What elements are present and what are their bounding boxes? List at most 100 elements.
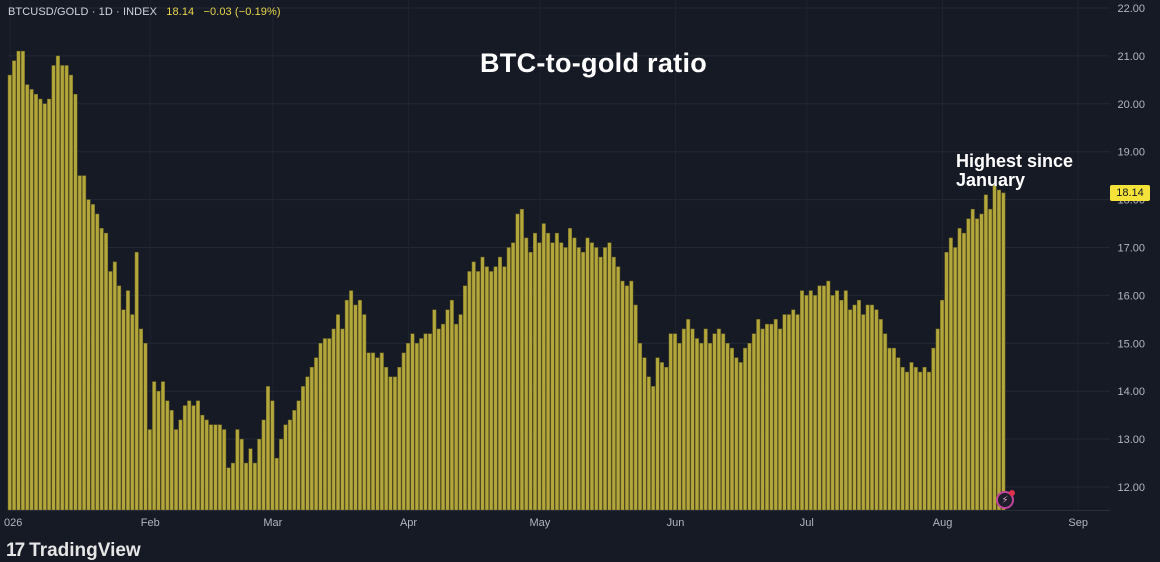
chart-bar bbox=[856, 299, 861, 511]
tradingview-logo-icon[interactable]: 17 TradingView bbox=[6, 540, 141, 562]
chart-bar bbox=[970, 208, 975, 511]
chart-bar bbox=[445, 309, 450, 511]
chart-bar bbox=[239, 438, 244, 511]
x-tick-label: 026 bbox=[4, 517, 22, 529]
x-tick-label: Feb bbox=[141, 517, 160, 529]
chart-bar bbox=[423, 333, 428, 511]
chart-bar bbox=[257, 438, 262, 511]
chart-bar bbox=[156, 390, 161, 511]
chart-bar bbox=[782, 314, 787, 511]
chart-bar bbox=[344, 299, 349, 511]
chart-bar bbox=[462, 285, 467, 511]
chart-bar bbox=[51, 65, 56, 511]
chart-bar bbox=[957, 228, 962, 511]
chart-bar bbox=[716, 328, 721, 511]
chart-bar bbox=[878, 319, 883, 511]
chart-bar bbox=[375, 357, 380, 511]
lightning-icon[interactable]: ⚡ bbox=[996, 490, 1015, 509]
chart-bar bbox=[905, 371, 910, 511]
chart-annotation: Highest since January bbox=[956, 152, 1086, 190]
chart-bar bbox=[756, 319, 761, 511]
chart-bar bbox=[887, 347, 892, 511]
chart-bar bbox=[883, 333, 888, 511]
logo-mark: 17 bbox=[6, 540, 25, 561]
chart-bar bbox=[55, 55, 60, 511]
chart-bar bbox=[681, 328, 686, 511]
chart-bar bbox=[616, 266, 621, 511]
chart-bar bbox=[244, 462, 249, 511]
y-tick-label: 19.00 bbox=[1117, 147, 1145, 159]
chart-bar bbox=[371, 352, 376, 511]
chart-bar bbox=[988, 208, 993, 511]
chart-bar bbox=[835, 290, 840, 511]
chart-bar bbox=[769, 323, 774, 511]
chart-bar bbox=[694, 338, 699, 511]
chart-bar bbox=[331, 328, 336, 511]
chart-bar bbox=[638, 343, 643, 511]
chart-bar bbox=[314, 357, 319, 511]
x-tick-label: Sep bbox=[1068, 517, 1088, 529]
chart-area: 22.0021.0020.0019.0018.0017.0016.0015.00… bbox=[4, 0, 1145, 529]
chart-bar bbox=[366, 352, 371, 511]
chart-bars bbox=[7, 50, 1006, 511]
chart-bar bbox=[861, 314, 866, 511]
chart-bar bbox=[576, 247, 581, 511]
chart-bar bbox=[935, 328, 940, 511]
chart-bar bbox=[493, 266, 498, 511]
chart-bar bbox=[384, 367, 389, 511]
chart-bar bbox=[104, 232, 109, 511]
chart-bar bbox=[226, 467, 231, 511]
chart-bar bbox=[948, 237, 953, 511]
footer-bar bbox=[0, 532, 1160, 560]
chart-bar bbox=[397, 367, 402, 511]
chart-bar bbox=[222, 429, 227, 511]
chart-bar bbox=[139, 328, 144, 511]
chart-bar bbox=[659, 362, 664, 511]
chart-bar bbox=[209, 424, 214, 511]
chart-bar bbox=[804, 295, 809, 511]
chart-bar bbox=[117, 285, 122, 511]
chart-bar bbox=[821, 285, 826, 511]
chart-bar bbox=[25, 84, 30, 511]
x-tick-label: Jul bbox=[800, 517, 814, 529]
chart-bar bbox=[651, 386, 656, 511]
chart-bar bbox=[279, 438, 284, 511]
chart-bar bbox=[29, 89, 34, 511]
chart-bar bbox=[152, 381, 157, 511]
chart-bar bbox=[449, 299, 454, 511]
chart-bar bbox=[983, 194, 988, 511]
chart-bar bbox=[953, 247, 958, 511]
chart-bar bbox=[73, 93, 78, 511]
chart-bar bbox=[467, 271, 472, 511]
chart-bar bbox=[940, 299, 945, 511]
chart-bar bbox=[292, 410, 297, 511]
chart-bar bbox=[283, 424, 288, 511]
chart-bar bbox=[336, 314, 341, 511]
chart-bar bbox=[266, 386, 270, 511]
y-tick-label: 20.00 bbox=[1117, 99, 1145, 111]
chart-bar bbox=[327, 338, 332, 511]
chart-bar bbox=[975, 218, 980, 511]
chart-bar bbox=[598, 256, 603, 511]
chart-bar bbox=[388, 376, 393, 511]
chart-bar bbox=[603, 247, 608, 511]
chart-bar bbox=[738, 362, 743, 511]
chart-bar bbox=[874, 309, 879, 511]
chart-bar bbox=[664, 367, 669, 511]
chart-bar bbox=[607, 242, 612, 511]
chart-bar bbox=[896, 357, 901, 511]
chart-bar bbox=[865, 304, 870, 511]
chart-bar bbox=[511, 242, 516, 511]
chart-bar bbox=[519, 208, 524, 511]
chart-bar bbox=[870, 304, 875, 511]
chart-bar bbox=[826, 280, 831, 511]
y-tick-label: 14.00 bbox=[1117, 386, 1145, 398]
chart-bar bbox=[90, 204, 95, 511]
chart-bar bbox=[677, 343, 682, 511]
symbol-label: BTCUSD/GOLD · 1D · INDEX bbox=[8, 6, 158, 18]
chart-bar bbox=[301, 386, 305, 511]
chart-bar bbox=[734, 357, 739, 511]
chart-bar bbox=[642, 357, 647, 511]
chart-bar bbox=[585, 237, 590, 511]
chart-bar bbox=[786, 314, 791, 511]
